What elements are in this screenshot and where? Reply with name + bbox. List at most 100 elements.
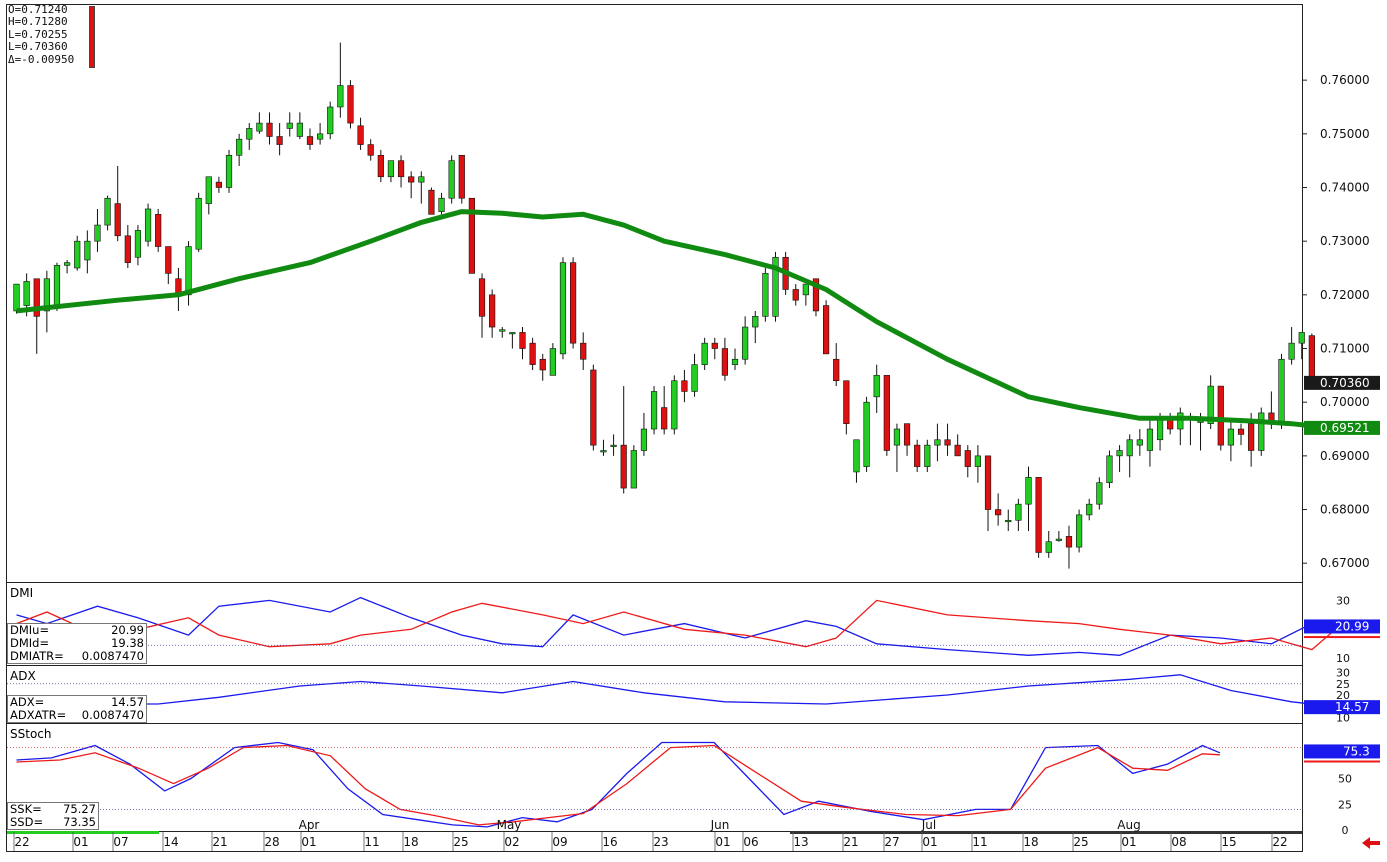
ohlc-low-close: L=0.70360 [8,40,68,54]
candle-up [934,439,941,446]
x-axis-frame [6,831,1303,852]
candle-up [559,262,567,355]
candle-up [1258,412,1265,451]
scroll-bar-track[interactable] [790,831,1302,834]
candle-down [995,509,1002,516]
month-label: May [497,818,522,832]
adx-value: 14.57 [111,695,144,709]
candle-down [266,122,273,137]
candle-up [448,160,455,199]
candle-up [418,176,425,183]
candle-down [681,380,688,392]
ssd-tag [1304,760,1380,763]
candle-up [225,154,233,188]
candle-up [185,246,192,296]
adx-atr-label: ADXATR= [10,708,67,722]
x-tick-label: 22 [14,835,29,849]
candle-up [1086,503,1093,516]
dmi-plus-tag [1304,619,1380,634]
month-label: Jun [710,818,730,832]
candle-down [1065,536,1073,548]
candle-up [873,375,880,398]
x-tick-label: 08 [1171,835,1186,849]
candle-up [195,197,202,250]
candle-up [337,85,344,108]
candle-down [478,278,486,317]
ssk-value: 75.27 [63,802,96,816]
scroll-bar-green[interactable] [7,831,159,834]
candle-up [236,138,243,156]
candle-down [661,407,668,430]
dmi-plus-tag-label: 20.99 [1335,619,1369,633]
candle-down [843,380,850,424]
month-label: Jul [921,818,936,832]
candle-up [438,197,445,212]
candle-down [883,375,890,451]
candle-down [833,358,840,382]
candle-up [893,428,901,446]
y-tick-label: 0.70000 [1320,395,1370,409]
stoch-scale-label: 25 [1338,798,1352,811]
candle-down [519,332,526,349]
candle-down [964,450,971,467]
candle-down [620,444,627,489]
adx-tag [1304,700,1380,715]
candle-up [1156,417,1164,441]
adx-readout: ADX= 14.57 ADXATR= 0.0087470 [7,695,147,723]
x-tick-label: 11 [364,835,379,849]
candle-up [74,240,81,269]
candle-up [1055,538,1062,541]
last-price-tag-label: 0.70360 [1320,376,1370,390]
candle-down [428,189,435,215]
candle-up [802,283,809,296]
candle-down [124,235,131,263]
candle-down [215,181,223,188]
x-tick-label: 09 [552,835,567,849]
x-tick-label: 18 [1023,835,1038,849]
candle-up [924,444,931,467]
candle-up [13,283,20,312]
sstoch-panel-frame [6,723,1303,832]
candle-up [1278,358,1285,424]
candle-up [1207,385,1214,424]
candle-up [1045,541,1052,553]
candle-down [711,342,718,349]
ssd-label: SSD= [10,815,44,829]
x-tick-label: 13 [793,835,808,849]
x-tick-label: 01 [301,835,316,849]
readout-bar [89,6,95,68]
x-tick-label: 16 [602,835,617,849]
candle-up [387,160,395,178]
ssd-value: 73.35 [63,815,96,829]
ohlc-low: L=0.70255 [8,27,68,41]
scroll-right-arrow-icon[interactable] [1362,837,1380,849]
candle-up [499,329,506,332]
candle-down [1308,335,1315,384]
x-tick-label: 25 [453,835,468,849]
candle-up [640,428,648,451]
candle-up [94,224,101,242]
candle-up [296,122,303,137]
main-panel-frame [6,4,1303,583]
candle-up [53,265,61,309]
candle-up [1015,503,1022,521]
x-tick-label: 01 [1121,835,1136,849]
dmi-readout: DMIu= 20.99 DMId= 19.38 DMIATR= 0.0087470 [7,623,147,664]
candle-down [408,176,415,183]
candle-up [853,439,860,473]
candle-down [903,423,911,446]
candle-up [509,332,516,335]
adx-scale-label: 20 [1336,689,1350,702]
candle-down [1035,477,1042,553]
candle-up [974,455,981,467]
candle-up [1096,482,1103,505]
month-label: Apr [299,818,320,832]
candle-up [1126,439,1133,457]
candle-down [489,294,496,328]
candle-up [650,391,658,430]
ma-price-tag-label: 0.69521 [1320,421,1370,435]
y-tick-label: 0.67000 [1320,556,1370,570]
candle-down [276,136,283,145]
month-label: Aug [1117,818,1140,832]
